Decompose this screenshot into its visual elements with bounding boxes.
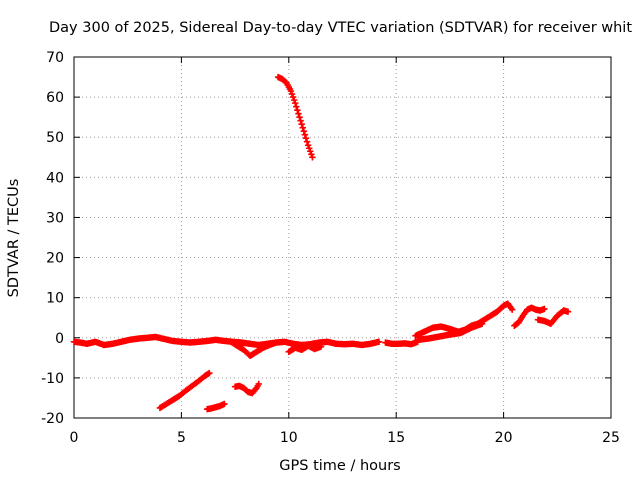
data-point [306, 145, 313, 152]
y-tick-label: 0 [55, 331, 64, 347]
series [274, 73, 316, 161]
series [203, 400, 228, 413]
data-point [221, 400, 228, 408]
data-point [317, 343, 325, 350]
data-point [272, 339, 280, 346]
series [156, 369, 213, 412]
y-axis-label: SDTVAR / TECUs [6, 179, 22, 298]
data-point [288, 90, 296, 98]
plot-frame [73, 56, 612, 419]
data-point [294, 106, 301, 114]
y-tick-label: 60 [46, 90, 64, 106]
series [231, 380, 262, 397]
x-tick-label: 10 [280, 430, 298, 446]
data-point [298, 120, 305, 128]
x-tick-label: 0 [70, 430, 79, 446]
data-point [302, 135, 310, 142]
data-point [252, 386, 259, 393]
series [382, 338, 421, 348]
y-tick-label: 10 [46, 291, 64, 307]
data-point [301, 131, 309, 138]
data-point [255, 380, 262, 388]
data-point [290, 96, 298, 104]
data-point [308, 151, 315, 158]
y-tick-label: 30 [46, 210, 64, 226]
y-tick-label: 50 [46, 130, 64, 146]
data-point [297, 117, 304, 124]
x-tick-label: 25 [602, 430, 620, 446]
data-points [70, 73, 572, 413]
data-point [299, 124, 306, 131]
grid [74, 57, 611, 418]
data-point [307, 148, 314, 155]
data-point [293, 103, 300, 110]
series [70, 333, 383, 349]
data-point [309, 154, 316, 161]
series [511, 304, 548, 329]
series [414, 320, 486, 343]
data-point [292, 99, 299, 107]
x-tick-label: 5 [177, 430, 186, 446]
data-point [375, 338, 383, 345]
data-point [295, 110, 302, 117]
data-point [289, 93, 297, 101]
y-tick-label: 40 [46, 170, 64, 186]
data-point [206, 369, 213, 377]
series [227, 338, 280, 360]
series [534, 307, 572, 327]
data-point [300, 128, 308, 135]
data-point [287, 87, 295, 95]
data-point [304, 142, 312, 149]
chart-title: Day 300 of 2025, Sidereal Day-to-day VTE… [49, 20, 632, 36]
series [285, 342, 325, 356]
y-tick-label: -10 [41, 371, 64, 387]
data-point [296, 113, 303, 121]
y-tick-label: 20 [46, 251, 64, 267]
y-tick-label: -20 [41, 411, 64, 427]
x-axis-label: GPS time / hours [279, 458, 400, 474]
data-point [508, 306, 516, 313]
x-tick-label: 20 [495, 430, 513, 446]
y-tick-label: 70 [46, 50, 64, 66]
data-point [478, 320, 486, 327]
x-tick-label: 15 [387, 430, 405, 446]
data-point [564, 308, 572, 315]
data-point [541, 305, 548, 313]
tick-marks [73, 56, 612, 419]
tick-labels: 0 5 10 15 20 25 -20 -10 0 10 20 30 40 50 60 70 [41, 50, 620, 446]
data-point [303, 138, 311, 145]
